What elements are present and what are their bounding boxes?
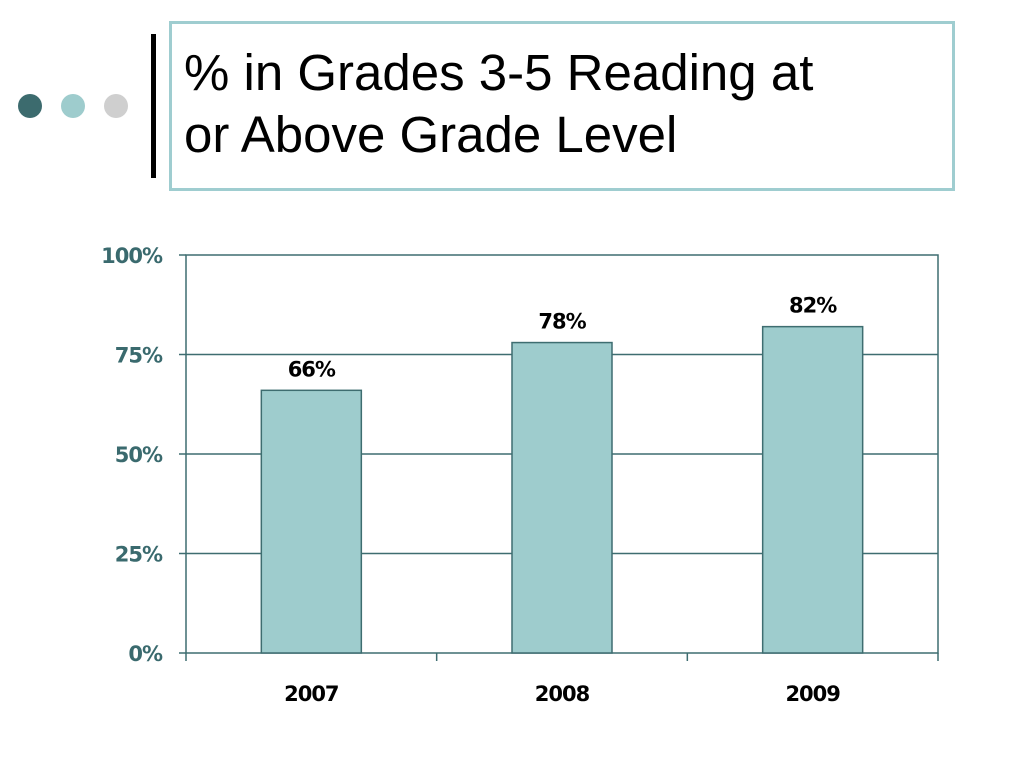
y-tick-label: 0% (128, 642, 163, 666)
data-label-2007: 66% (288, 357, 336, 381)
y-tick-label: 25% (115, 543, 163, 567)
x-tick-label-2007: 2007 (284, 682, 338, 706)
title-box: % in Grades 3-5 Reading at or Above Grad… (169, 21, 955, 191)
decor-dot-dark (18, 94, 42, 118)
bar-2009 (761, 325, 864, 654)
decor-dot-teal (61, 94, 85, 118)
y-tick-label: 50% (115, 443, 163, 467)
y-tick-label: 100% (101, 244, 163, 268)
bar-2007 (260, 389, 363, 654)
x-tick-label-2008: 2008 (535, 682, 590, 706)
x-tick-label-2009: 2009 (785, 682, 840, 706)
y-tick-label: 75% (115, 344, 163, 368)
title-accent-bar (151, 34, 156, 178)
decor-dot-gray (104, 94, 128, 118)
slide-title: % in Grades 3-5 Reading at or Above Grad… (184, 44, 814, 163)
data-label-2008: 78% (538, 310, 586, 334)
data-label-2009: 82% (789, 294, 837, 318)
bar-2008 (511, 341, 613, 654)
